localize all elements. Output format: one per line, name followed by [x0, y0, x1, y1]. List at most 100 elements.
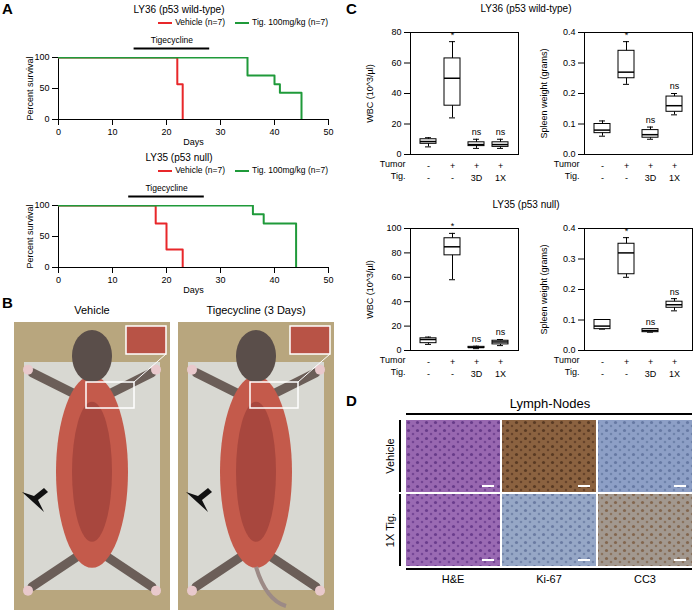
- svg-text:0: 0: [56, 127, 61, 137]
- svg-text:ns: ns: [670, 81, 680, 91]
- svg-text:0: 0: [56, 275, 61, 285]
- svg-text:CC3: CC3: [634, 573, 656, 585]
- svg-text:50: 50: [39, 83, 49, 93]
- svg-text:0.2: 0.2: [563, 284, 576, 294]
- svg-text:40: 40: [269, 127, 279, 137]
- svg-text:30: 30: [215, 127, 225, 137]
- svg-text:Tig.: Tig.: [391, 367, 406, 377]
- svg-text:0.3: 0.3: [563, 254, 576, 264]
- svg-text:*: *: [625, 30, 629, 40]
- svg-text:+: +: [474, 357, 479, 367]
- svg-text:100: 100: [34, 52, 49, 62]
- svg-text:*: *: [625, 226, 629, 236]
- svg-text:Tig.: Tig.: [565, 367, 580, 377]
- svg-text:Tumor: Tumor: [380, 159, 406, 169]
- svg-text:0.4: 0.4: [563, 223, 576, 233]
- svg-text:-: -: [427, 173, 430, 183]
- svg-text:0.2: 0.2: [563, 88, 576, 98]
- svg-text:+: +: [498, 161, 503, 171]
- svg-text:60: 60: [391, 272, 401, 282]
- svg-text:10: 10: [107, 127, 117, 137]
- svg-text:1X: 1X: [669, 173, 680, 183]
- svg-text:+: +: [648, 357, 653, 367]
- svg-text:10: 10: [107, 275, 117, 285]
- svg-text:-: -: [451, 369, 454, 379]
- svg-text:Tig.: Tig.: [391, 171, 406, 181]
- svg-text:0: 0: [44, 114, 49, 124]
- svg-text:3D: 3D: [471, 173, 483, 183]
- svg-text:80: 80: [391, 248, 401, 258]
- svg-text:20: 20: [391, 321, 401, 331]
- svg-text:30: 30: [215, 275, 225, 285]
- svg-text:Tigecycline: Tigecycline: [145, 183, 187, 193]
- svg-text:+: +: [672, 357, 677, 367]
- svg-text:Lymph-Nodes: Lymph-Nodes: [510, 396, 591, 411]
- svg-text:+: +: [450, 161, 455, 171]
- svg-text:40: 40: [269, 275, 279, 285]
- svg-text:Spleen weight (grams): Spleen weight (grams): [539, 48, 549, 138]
- svg-text:3D: 3D: [645, 173, 657, 183]
- svg-text:+: +: [624, 161, 629, 171]
- svg-text:Vehicle: Vehicle: [74, 304, 109, 316]
- svg-text:50: 50: [323, 275, 333, 285]
- svg-text:+: +: [498, 357, 503, 367]
- svg-text:Tumor: Tumor: [380, 355, 406, 365]
- svg-text:Tigecycline: Tigecycline: [151, 35, 193, 45]
- svg-text:ns: ns: [472, 127, 482, 137]
- svg-text:3D: 3D: [471, 369, 483, 379]
- svg-text:Tig.: Tig.: [565, 171, 580, 181]
- svg-text:1X: 1X: [669, 369, 680, 379]
- svg-text:100: 100: [386, 223, 401, 233]
- svg-text:-: -: [625, 173, 628, 183]
- svg-text:0.4: 0.4: [563, 27, 576, 37]
- svg-text:+: +: [450, 357, 455, 367]
- svg-text:Vehicle: Vehicle: [384, 438, 396, 473]
- svg-text:Tumor: Tumor: [554, 159, 580, 169]
- svg-text:-: -: [601, 161, 604, 171]
- svg-text:*: *: [451, 221, 455, 231]
- svg-text:80: 80: [391, 27, 401, 37]
- svg-text:Percent survival: Percent survival: [25, 56, 35, 120]
- svg-text:1X Tig.: 1X Tig.: [384, 513, 396, 547]
- svg-text:20: 20: [391, 119, 401, 129]
- svg-text:ns: ns: [496, 327, 506, 337]
- svg-text:-: -: [601, 173, 604, 183]
- svg-text:+: +: [672, 161, 677, 171]
- svg-text:+: +: [648, 161, 653, 171]
- svg-text:1X: 1X: [495, 369, 506, 379]
- svg-text:Days: Days: [183, 137, 204, 147]
- svg-text:3D: 3D: [645, 369, 657, 379]
- svg-text:ns: ns: [646, 115, 656, 125]
- svg-text:20: 20: [161, 275, 171, 285]
- svg-text:ns: ns: [472, 334, 482, 344]
- svg-text:-: -: [427, 357, 430, 367]
- svg-text:-: -: [427, 161, 430, 171]
- svg-text:0.3: 0.3: [563, 58, 576, 68]
- svg-text:Tigecycline (3 Days): Tigecycline (3 Days): [206, 304, 305, 316]
- svg-text:Spleen weight (grams): Spleen weight (grams): [539, 244, 549, 334]
- svg-text:ns: ns: [670, 287, 680, 297]
- svg-text:60: 60: [391, 58, 401, 68]
- svg-text:40: 40: [391, 88, 401, 98]
- svg-text:0.1: 0.1: [563, 315, 576, 325]
- svg-text:+: +: [474, 161, 479, 171]
- svg-text:Percent survival: Percent survival: [25, 204, 35, 268]
- svg-text:-: -: [601, 357, 604, 367]
- svg-text:Ki-67: Ki-67: [536, 573, 562, 585]
- svg-text:50: 50: [39, 231, 49, 241]
- svg-text:Days: Days: [183, 285, 204, 295]
- svg-text:50: 50: [323, 127, 333, 137]
- svg-text:20: 20: [161, 127, 171, 137]
- svg-text:ns: ns: [496, 127, 506, 137]
- svg-text:-: -: [427, 369, 430, 379]
- svg-text:100: 100: [34, 200, 49, 210]
- svg-text:40: 40: [391, 297, 401, 307]
- svg-text:H&E: H&E: [442, 573, 465, 585]
- svg-text:-: -: [451, 173, 454, 183]
- svg-text:WBC (10^3/µl): WBC (10^3/µl): [365, 64, 375, 122]
- svg-text:0.1: 0.1: [563, 119, 576, 129]
- svg-text:1X: 1X: [495, 173, 506, 183]
- svg-text:Tumor: Tumor: [554, 355, 580, 365]
- svg-text:-: -: [601, 369, 604, 379]
- svg-text:0: 0: [44, 262, 49, 272]
